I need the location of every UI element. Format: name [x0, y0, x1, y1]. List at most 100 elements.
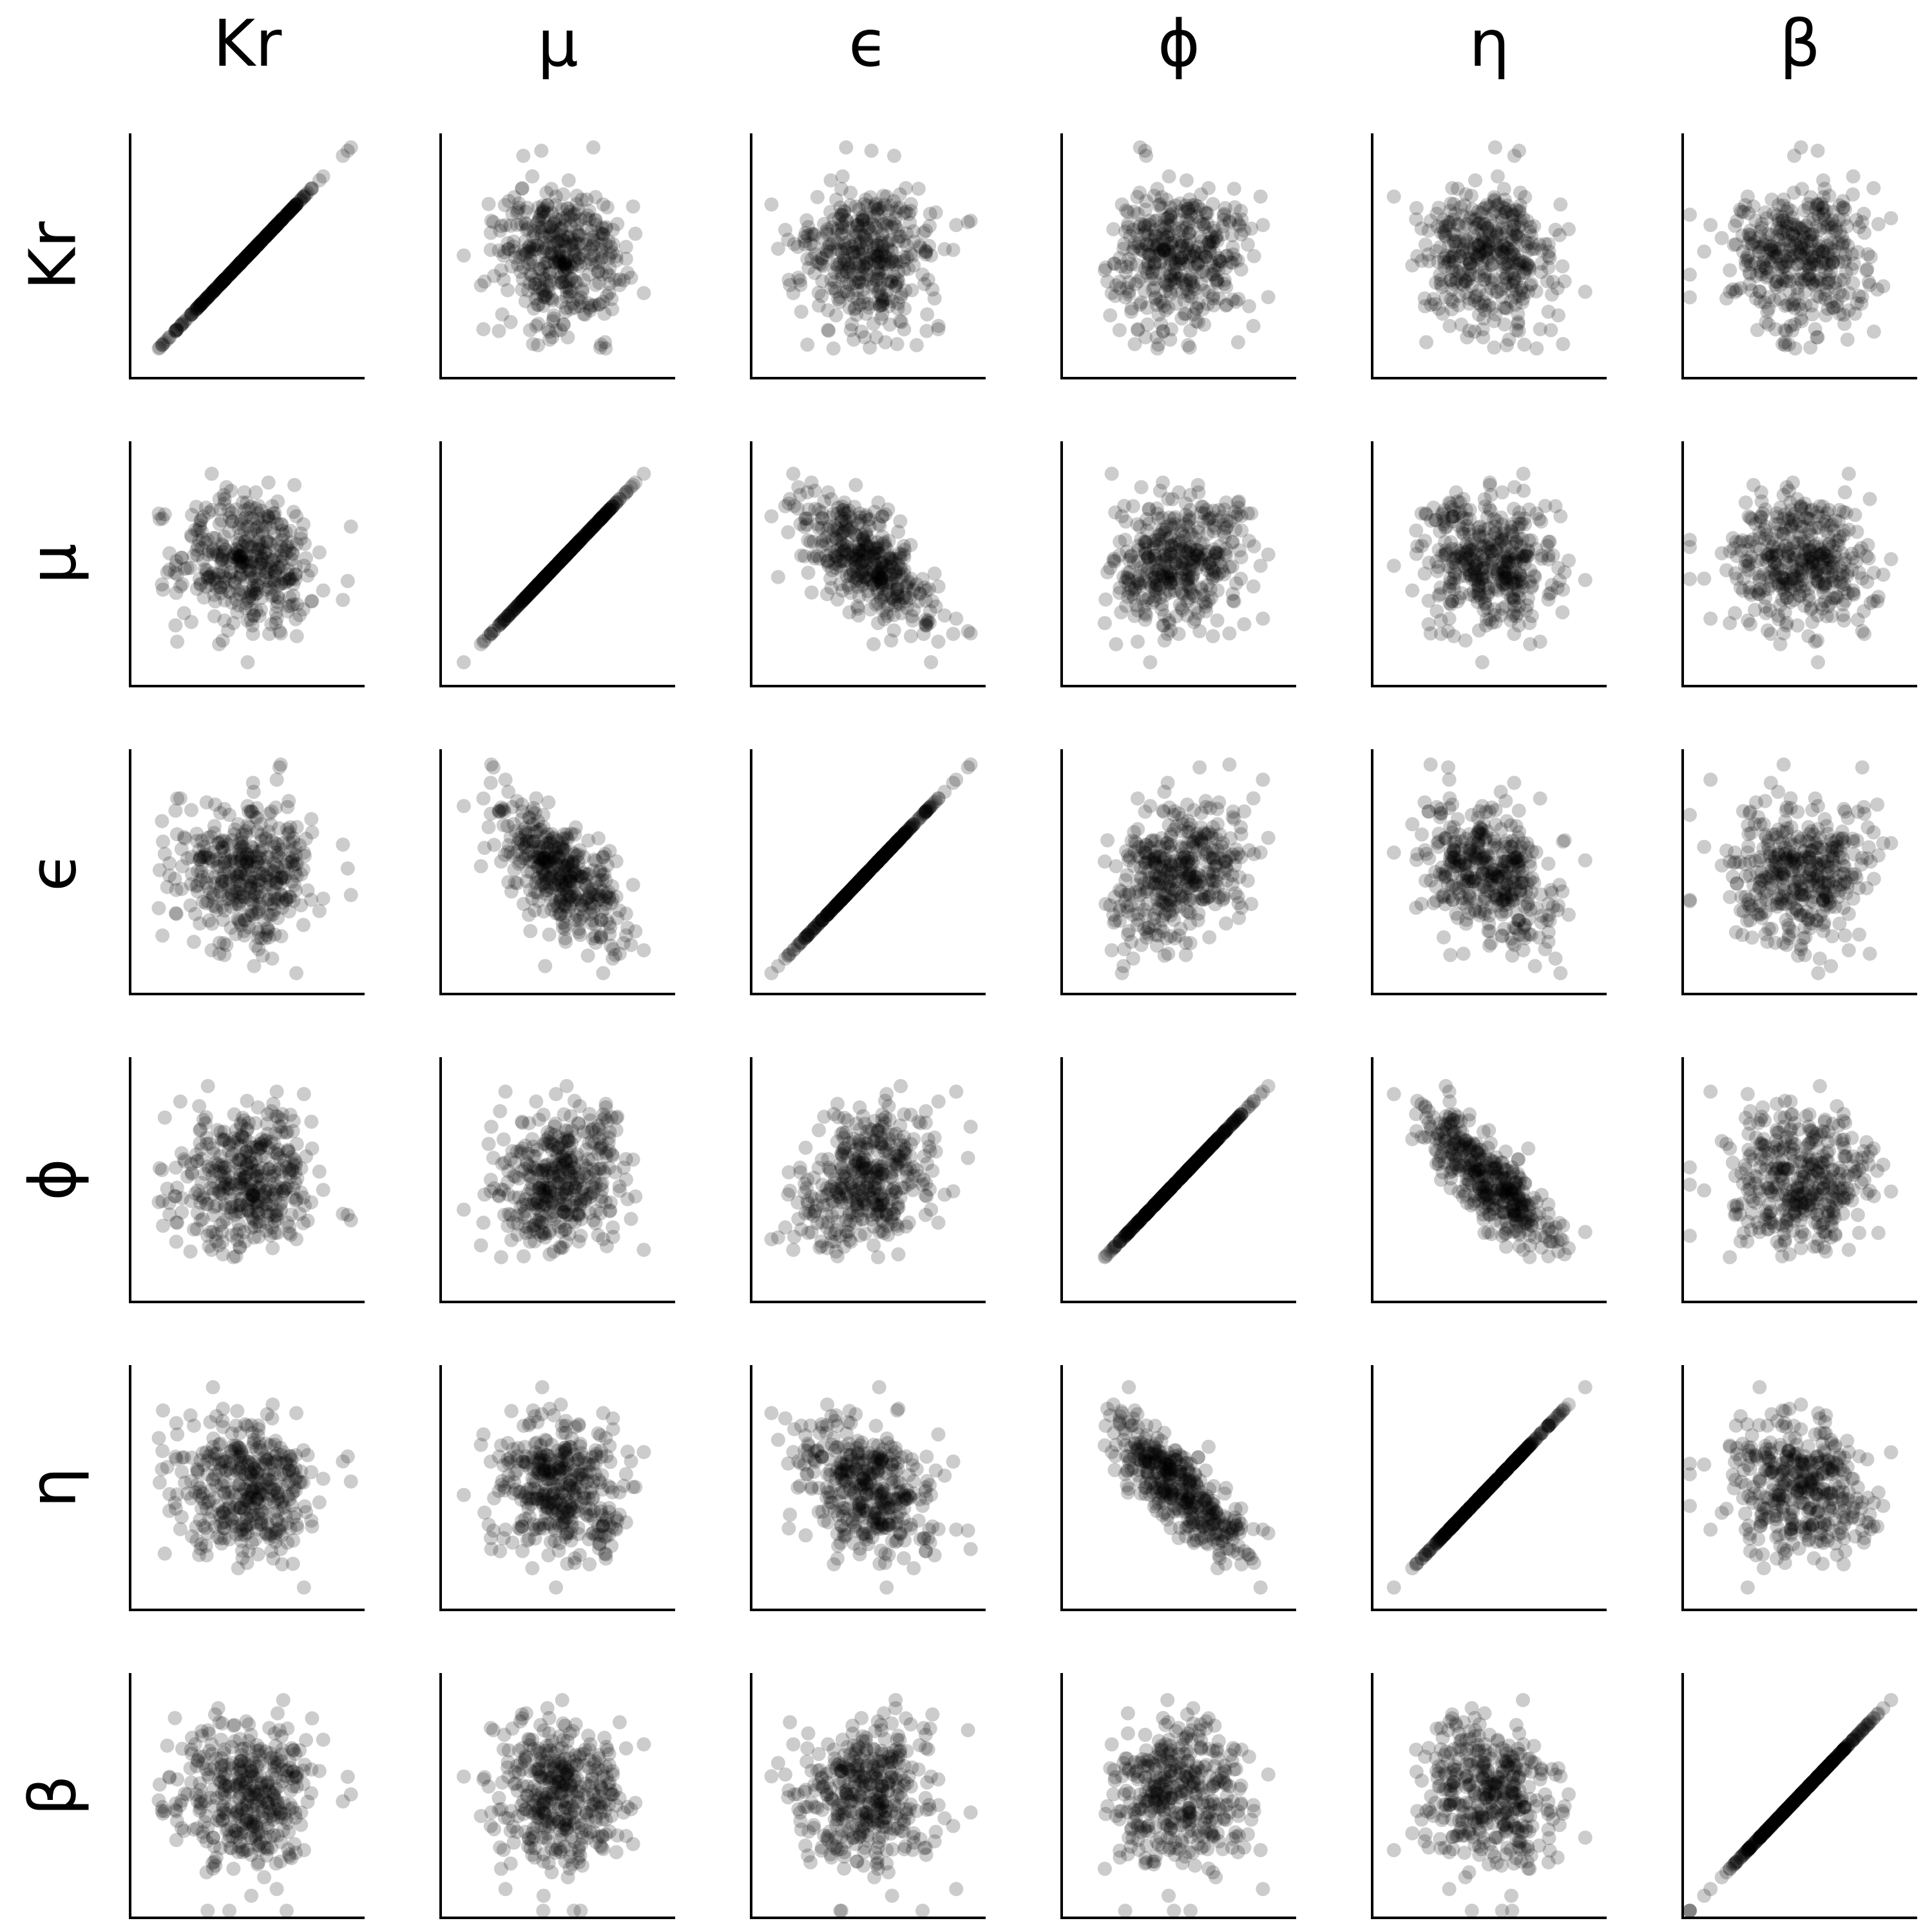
data-point: [232, 257, 247, 272]
data-point: [1683, 571, 1697, 586]
data-point: [272, 215, 286, 230]
data-point: [289, 197, 303, 212]
data-point: [1730, 214, 1745, 228]
data-point: [513, 264, 528, 279]
data-point: [169, 323, 184, 338]
data-point: [949, 218, 964, 233]
data-point: [231, 257, 246, 272]
data-point: [282, 204, 297, 219]
data-point: [263, 521, 278, 535]
data-point: [1140, 300, 1154, 315]
data-point: [547, 238, 562, 253]
data-point: [267, 220, 282, 234]
data-point: [206, 285, 220, 300]
data-point: [1801, 251, 1815, 266]
data-point: [273, 213, 288, 228]
data-point: [1098, 592, 1113, 607]
data-point: [246, 242, 261, 256]
data-point: [221, 269, 235, 283]
data-point: [1196, 217, 1211, 232]
data-point: [253, 602, 268, 617]
data-point: [842, 605, 857, 620]
data-point: [577, 307, 591, 321]
row-label-0: Kr: [15, 221, 91, 291]
data-point: [1793, 140, 1808, 155]
data-point: [1405, 258, 1420, 273]
data-point: [237, 485, 252, 500]
data-point: [1131, 322, 1145, 336]
panel-1-5: [1681, 441, 1917, 687]
data-point: [522, 240, 537, 254]
data-point: [251, 236, 266, 251]
panel-1-0: [129, 441, 365, 687]
data-point: [227, 262, 242, 276]
data-point: [909, 338, 924, 352]
data-point: [212, 278, 227, 292]
data-point: [209, 281, 224, 296]
data-point: [177, 606, 191, 620]
panel-0-5: [1681, 133, 1917, 379]
data-point: [252, 236, 267, 251]
data-point: [286, 200, 301, 215]
data-point: [1430, 604, 1444, 618]
data-point: [196, 294, 211, 309]
data-point: [1227, 594, 1241, 609]
data-point: [606, 499, 620, 513]
row-labels: Kr μ ϵ ϕ η β: [15, 221, 91, 1816]
data-point: [1229, 510, 1243, 524]
data-point: [215, 275, 229, 289]
data-point: [240, 249, 254, 263]
data-point: [571, 251, 586, 265]
data-point: [1551, 560, 1565, 575]
data-point: [305, 181, 320, 195]
data-point: [1126, 499, 1140, 513]
data-point: [214, 276, 229, 291]
data-point: [839, 140, 854, 155]
data-point: [205, 285, 220, 300]
data-point: [1138, 606, 1153, 620]
data-point: [233, 256, 248, 271]
data-point: [267, 220, 282, 234]
data-point: [241, 591, 256, 606]
panel-points: [151, 757, 358, 980]
data-point: [778, 222, 792, 237]
data-point: [191, 539, 206, 553]
data-point: [562, 257, 577, 272]
data-point: [1541, 548, 1556, 563]
data-point: [233, 256, 248, 271]
data-point: [1824, 609, 1839, 624]
data-point: [565, 238, 580, 253]
data-point: [233, 256, 248, 271]
data-point: [1109, 637, 1124, 651]
data-point: [521, 221, 535, 236]
data-point: [1141, 227, 1156, 242]
data-point: [618, 251, 633, 266]
data-point: [227, 262, 242, 276]
data-point: [554, 295, 569, 309]
data-point: [1826, 591, 1841, 606]
data-point: [530, 238, 545, 253]
data-point: [786, 466, 801, 481]
data-point: [193, 298, 208, 312]
data-point: [1490, 169, 1505, 184]
data-point: [906, 602, 921, 617]
data-point: [1188, 531, 1202, 546]
data-point: [300, 186, 315, 200]
data-point: [219, 480, 234, 495]
data-point: [598, 341, 613, 356]
data-point: [234, 254, 249, 269]
data-point: [1246, 579, 1261, 594]
data-point: [251, 237, 265, 252]
data-point: [213, 276, 227, 291]
data-point: [1502, 332, 1516, 347]
data-point: [1809, 564, 1824, 579]
data-point: [225, 264, 240, 279]
data-point: [195, 295, 210, 310]
data-point: [1112, 323, 1127, 338]
data-point: [1143, 655, 1158, 669]
data-point: [1703, 611, 1718, 626]
data-point: [540, 322, 555, 337]
data-point: [546, 314, 560, 329]
data-point: [262, 225, 276, 240]
data-point: [229, 260, 244, 274]
